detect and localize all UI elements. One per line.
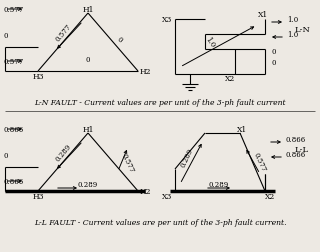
Text: 0.577: 0.577 [53, 23, 73, 43]
Text: 1.0: 1.0 [204, 35, 217, 49]
Text: H3: H3 [32, 192, 44, 200]
Text: 0.866: 0.866 [286, 150, 306, 158]
Text: 0.289: 0.289 [209, 180, 229, 188]
Text: 0.577: 0.577 [3, 6, 23, 14]
Text: 0: 0 [3, 151, 7, 159]
Text: 1.0: 1.0 [287, 31, 298, 39]
Text: 0: 0 [272, 48, 276, 56]
Text: 0.577: 0.577 [120, 151, 136, 173]
Text: 0.866: 0.866 [3, 177, 23, 185]
Text: H3: H3 [32, 73, 44, 81]
Text: 1.0: 1.0 [287, 16, 298, 24]
Text: L-N: L-N [295, 26, 311, 34]
Text: X3: X3 [162, 192, 172, 200]
Text: H2: H2 [139, 68, 151, 76]
Text: X1: X1 [258, 11, 268, 19]
Text: 0.289: 0.289 [179, 147, 195, 168]
Text: 0: 0 [116, 35, 124, 44]
Text: H2: H2 [139, 187, 151, 195]
Text: L-N FAULT - Current values are per unit of the 3-ph fault current: L-N FAULT - Current values are per unit … [34, 99, 286, 107]
Text: X2: X2 [265, 192, 275, 200]
Text: L-L: L-L [295, 145, 309, 153]
Text: X1: X1 [237, 125, 247, 134]
Text: H1: H1 [82, 6, 94, 14]
Text: L-L FAULT - Current values are per unit of the 3-ph fault current.: L-L FAULT - Current values are per unit … [34, 218, 286, 226]
Text: 0.289: 0.289 [53, 142, 73, 163]
Text: 0: 0 [86, 56, 90, 64]
Text: X3: X3 [162, 16, 172, 24]
Text: 0.577: 0.577 [252, 150, 268, 172]
Text: 0: 0 [272, 59, 276, 67]
Text: 0.866: 0.866 [286, 136, 306, 143]
Text: 0: 0 [3, 32, 7, 40]
Text: H1: H1 [82, 125, 94, 134]
Text: 0.866: 0.866 [3, 125, 23, 134]
Text: 0.577: 0.577 [3, 58, 23, 66]
Text: X2: X2 [225, 75, 235, 83]
Text: 0.289: 0.289 [78, 180, 98, 188]
